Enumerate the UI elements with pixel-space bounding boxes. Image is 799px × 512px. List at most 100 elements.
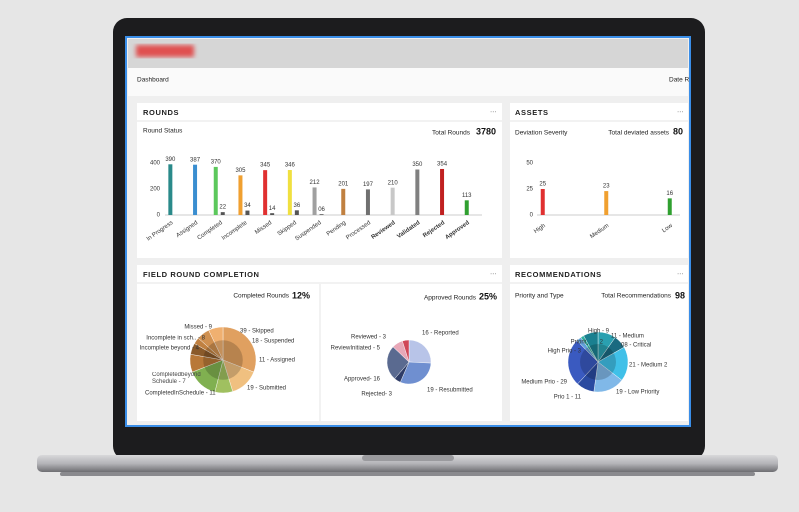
panel-title: FIELD ROUND COMPLETION xyxy=(143,270,260,279)
pie-slice xyxy=(567,340,599,385)
pie-slice xyxy=(402,339,410,363)
slice-label: 19 - Low Priority xyxy=(616,390,659,396)
secondary-value-label: 22 xyxy=(219,205,226,211)
total-value: 80 xyxy=(673,126,683,136)
slice-label: High - 9 xyxy=(588,329,610,335)
value-label: 390 xyxy=(165,157,176,163)
secondary-bar xyxy=(245,210,250,215)
date-range[interactable]: Date R xyxy=(669,77,690,84)
panel-title: ASSETS xyxy=(515,108,549,117)
pie-slice xyxy=(408,339,432,364)
bar xyxy=(341,188,346,215)
panel xyxy=(510,103,688,258)
panel-title: RECOMMENDATIONS xyxy=(515,270,602,279)
bar xyxy=(213,166,218,215)
total-label: Completed Rounds xyxy=(233,293,289,300)
value-label: 23 xyxy=(603,184,610,190)
panel-menu[interactable]: ··· xyxy=(490,271,497,278)
laptop-base xyxy=(37,455,778,472)
value-label: 113 xyxy=(462,193,472,199)
bar xyxy=(168,164,173,215)
slice-label: 19 - Resubmitted xyxy=(427,388,473,394)
chart-subtitle: Deviation Severity xyxy=(515,130,568,137)
breadcrumb[interactable]: Dashboard xyxy=(137,77,169,84)
value-label: 387 xyxy=(190,157,201,163)
secondary-bar xyxy=(270,213,275,215)
secondary-value-label: 36 xyxy=(294,203,301,209)
bar xyxy=(440,168,445,215)
slice-label: CompletedInSchedule - 11 xyxy=(145,391,216,397)
value-label: 354 xyxy=(437,162,448,168)
slice-label: 08 - Critical xyxy=(621,343,651,349)
secondary-value-label: 14 xyxy=(269,206,276,212)
bar xyxy=(667,198,672,215)
bar xyxy=(312,187,317,215)
bar xyxy=(540,189,545,215)
value-label: 305 xyxy=(235,168,246,174)
value-label: 345 xyxy=(260,163,271,169)
y-tick-label: 25 xyxy=(526,187,533,193)
value-label: 212 xyxy=(310,180,321,186)
chart-subtitle: Round Status xyxy=(143,128,183,135)
total-value: 12% xyxy=(292,290,310,300)
value-label: 350 xyxy=(412,162,423,168)
pie-slice xyxy=(400,361,432,385)
value-label: 370 xyxy=(211,159,222,165)
pie-inner-ring xyxy=(580,344,616,380)
panel-menu[interactable]: ··· xyxy=(677,109,684,116)
slice-label: 21 - Medium 2 xyxy=(629,363,668,369)
slice-label: 39 - Skipped xyxy=(240,329,274,335)
pie-slice xyxy=(583,331,599,363)
bar xyxy=(390,187,395,215)
panel-menu[interactable]: ··· xyxy=(677,271,684,278)
y-tick-label: 50 xyxy=(526,161,533,167)
value-label: 201 xyxy=(338,181,349,187)
slice-label: Incomplete beyond - 4 xyxy=(140,346,200,352)
slice-label: 19 - Submitted xyxy=(247,386,286,392)
slice-label: Medium Prio - 29 xyxy=(521,380,567,386)
bar xyxy=(464,200,469,215)
y-tick-label: 400 xyxy=(150,161,161,167)
laptop-foot xyxy=(60,472,755,476)
secondary-bar xyxy=(319,214,324,215)
panel-menu[interactable]: ··· xyxy=(490,109,497,116)
total-label: Total deviated assets xyxy=(608,130,669,137)
value-label: 197 xyxy=(363,182,374,188)
slice-label: 16 - Reported xyxy=(422,331,459,337)
bar xyxy=(604,191,609,215)
slice-label: 18 - Suspended xyxy=(252,339,294,345)
panel-title: ROUNDS xyxy=(143,108,179,117)
y-tick-label: 0 xyxy=(530,213,534,219)
bar xyxy=(415,169,420,215)
slice-label: Completedbeyond Schedule - 7 xyxy=(152,372,201,385)
top-bar xyxy=(128,39,688,68)
laptop-notch xyxy=(362,455,454,461)
slice-label: Rejected- 3 xyxy=(361,392,392,398)
total-value: 25% xyxy=(479,291,497,301)
bar xyxy=(365,189,370,215)
secondary-bar xyxy=(220,212,225,215)
slice-label: Incomplete in sch.. - 8 xyxy=(146,336,205,342)
slice-label: Prio 1 - 11 xyxy=(554,395,582,401)
pie-slice xyxy=(222,326,257,373)
secondary-value-label: 34 xyxy=(244,203,251,209)
logo xyxy=(136,45,194,57)
slice-label: ReviewInitiated - 5 xyxy=(331,346,381,352)
slice-label: 11 - Medium xyxy=(611,334,644,340)
slice-label: Approved- 16 xyxy=(344,377,381,383)
total-label: Total Rounds xyxy=(432,130,471,137)
y-tick-label: 200 xyxy=(150,187,161,193)
value-label: 25 xyxy=(539,182,546,188)
pie-slice xyxy=(208,326,224,361)
total-label: Approved Rounds xyxy=(424,295,477,302)
bar xyxy=(238,175,243,215)
bar xyxy=(287,170,292,215)
value-label: 346 xyxy=(285,163,296,169)
pie-inner-ring xyxy=(203,340,243,380)
total-label: Total Recommendations xyxy=(601,293,671,300)
y-tick-label: 0 xyxy=(157,213,161,219)
x-tick-label: High xyxy=(533,223,547,235)
